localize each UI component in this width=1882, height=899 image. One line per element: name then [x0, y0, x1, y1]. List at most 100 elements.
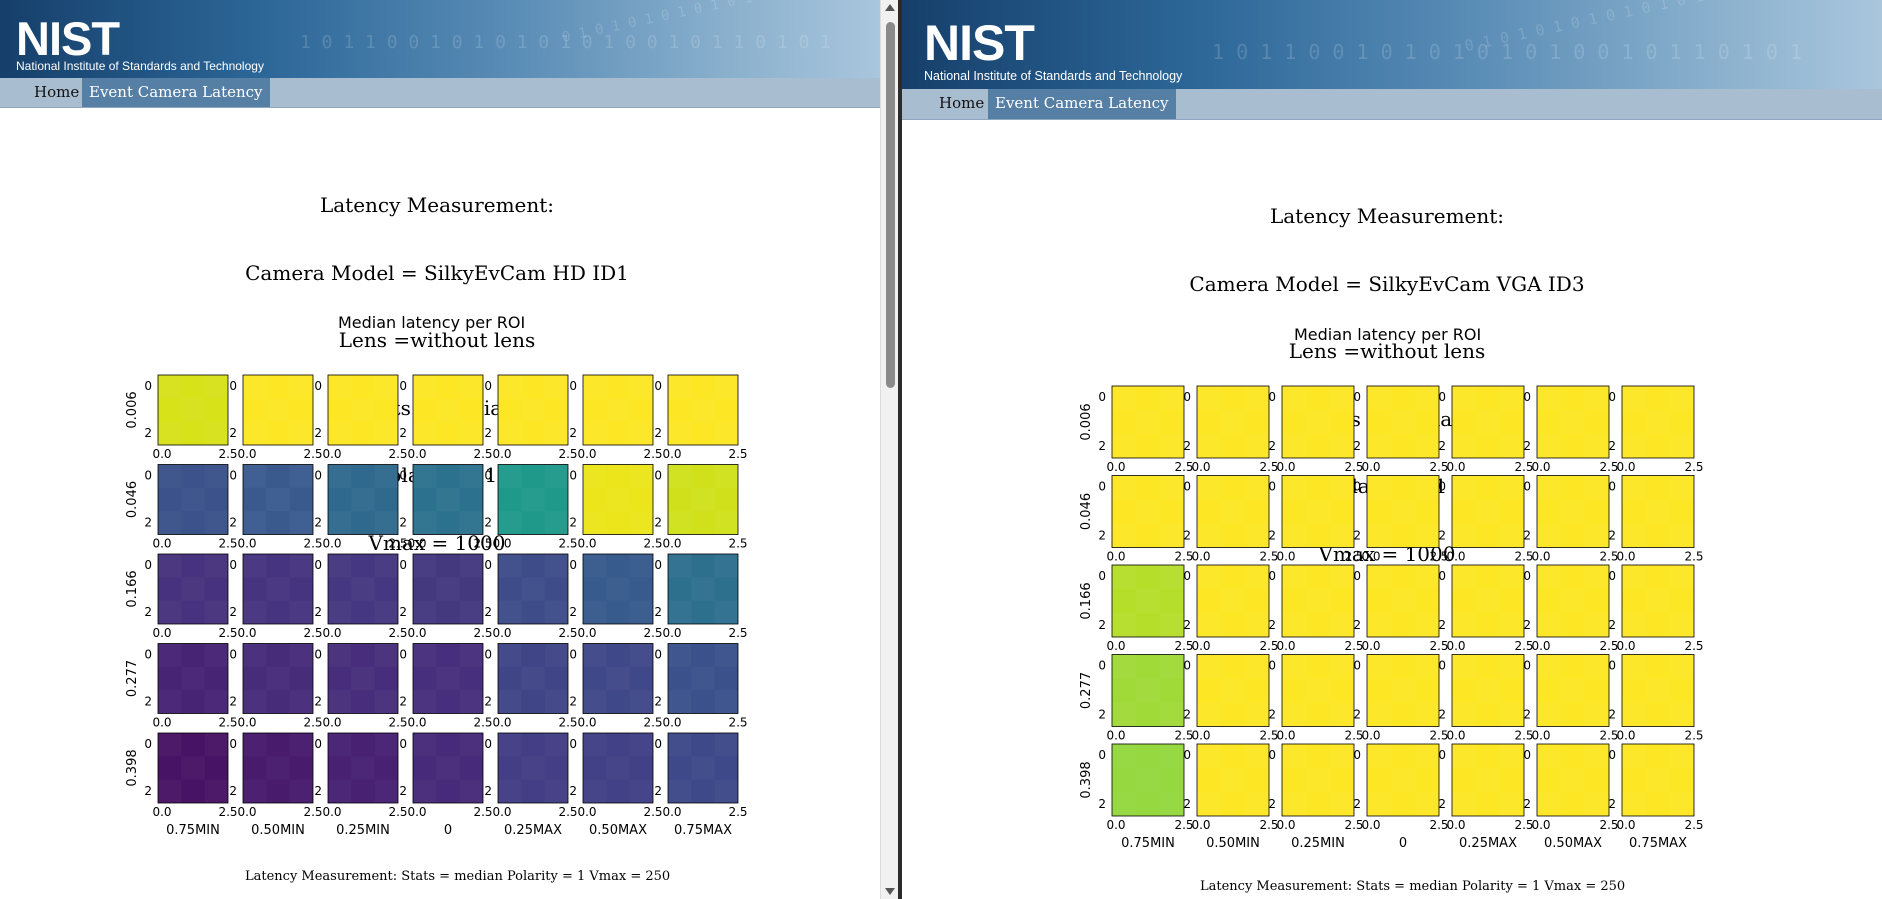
heatmap-pixel [544, 600, 568, 624]
heatmap-pixel [1367, 792, 1391, 816]
x-tick-label: 2.5 [1599, 639, 1618, 653]
y-tick-label: 2 [314, 605, 322, 619]
heatmap-pixel [459, 511, 483, 535]
y-tick-label: 0 [1438, 390, 1446, 404]
heatmap-pixel [1452, 744, 1476, 768]
x-tick-label: 2.5 [473, 537, 492, 551]
heatmap-pixel [1537, 702, 1561, 727]
nist-logo[interactable]: NIST [16, 12, 120, 65]
heatmap-pixel [413, 690, 437, 714]
nist-banner: 1 0 1 1 0 0 1 0 1 0 1 0 1 0 1 0 0 1 0 1 … [902, 0, 1882, 89]
heatmap-pixel [243, 733, 267, 757]
heatmap-pixel [1585, 654, 1609, 679]
nav-event-camera-latency[interactable]: Event Camera Latency [82, 78, 270, 107]
y-tick-label: 0 [569, 558, 577, 572]
y-tick-label: 2 [1268, 529, 1276, 543]
x-tick-label: 0.0 [492, 716, 511, 730]
heatmap-pixel [158, 733, 182, 757]
y-tick-label: 2 [1183, 618, 1191, 632]
heatmap-pixel [1415, 523, 1439, 548]
y-tick-label: 0 [1438, 569, 1446, 583]
cell-frame [1111, 475, 1185, 548]
heatmap-pixel [1585, 702, 1609, 727]
heatmap-pixel [1585, 386, 1609, 410]
heatmap-pixel [1500, 565, 1524, 589]
x-tick-label: 2.5 [218, 626, 237, 640]
x-tick-label: 0.0 [237, 716, 256, 730]
heatmap-pixel [1221, 678, 1245, 703]
heatmap-pixel [1670, 523, 1694, 548]
y-tick-label: 0 [1268, 569, 1276, 583]
column-label: 0 [444, 823, 452, 838]
heatmap-pixel [158, 464, 182, 488]
cell-frame [1621, 654, 1695, 727]
y-tick-label: 0 [144, 648, 152, 662]
column-label: 0.50MAX [589, 823, 647, 838]
title-line: Vmax = 1000 [1318, 541, 1456, 566]
heatmap-pixel [498, 643, 522, 667]
scroll-up-arrow-icon[interactable] [885, 4, 895, 11]
x-tick-label: 2.5 [1429, 818, 1448, 832]
scrollbar-thumb[interactable] [886, 22, 895, 388]
nav-home[interactable]: Home [939, 94, 985, 112]
heatmap-pixel [1245, 792, 1269, 816]
heatmap-pixel [1367, 434, 1391, 458]
y-tick-label: 0 [1353, 569, 1361, 583]
heatmap-pixel [374, 690, 398, 714]
nav-home[interactable]: Home [34, 83, 80, 101]
heatmap-pixel [714, 733, 738, 757]
heatmap-pixel [1282, 792, 1306, 816]
heatmap-pixel [459, 733, 483, 757]
left-scrollbar[interactable] [880, 0, 899, 899]
heatmap-pixel [436, 487, 460, 512]
y-tick-label: 2 [1523, 529, 1531, 543]
heatmap-pixel [1670, 613, 1694, 637]
heatmap-pixel [374, 375, 398, 399]
x-tick-label: 2.5 [303, 805, 322, 819]
split-divider[interactable] [898, 0, 902, 899]
x-tick-label: 2.5 [643, 716, 662, 730]
y-tick-label: 0 [1183, 390, 1191, 404]
x-tick-label: 0.0 [237, 626, 256, 640]
heatmap-pixel [1452, 475, 1476, 500]
y-tick-label: 0 [314, 379, 322, 393]
y-tick-label: 0 [314, 558, 322, 572]
nist-logo[interactable]: NIST [924, 15, 1035, 71]
heatmap-pixel [1282, 523, 1306, 548]
nav-event-camera-latency[interactable]: Event Camera Latency [988, 89, 1176, 119]
heatmap-pixel [544, 733, 568, 757]
row-label: 0.046 [125, 481, 140, 518]
heatmap-pixel [1452, 702, 1476, 727]
x-tick-label: 2.5 [1429, 550, 1448, 564]
heatmap-pixel [459, 375, 483, 399]
x-tick-label: 0.0 [577, 805, 596, 819]
cell-frame [497, 643, 569, 714]
scroll-down-arrow-icon[interactable] [885, 888, 895, 895]
cell-frame [157, 464, 229, 535]
x-tick-label: 0.0 [1191, 729, 1210, 743]
x-tick-label: 2.5 [303, 626, 322, 640]
x-tick-label: 0.0 [237, 447, 256, 461]
y-tick-label: 0 [1183, 659, 1191, 673]
x-tick-label: 0.0 [1361, 818, 1380, 832]
heatmap-pixel [158, 690, 182, 714]
heatmap-pixel [1500, 654, 1524, 679]
heatmap-pixel [583, 511, 607, 535]
y-tick-label: 2 [569, 426, 577, 440]
x-tick-label: 0.0 [1531, 729, 1550, 743]
heatmap-pixel [1245, 565, 1269, 589]
cell-frame [1366, 654, 1440, 727]
heatmap-pixel [1622, 565, 1646, 589]
heatmap-pixel [1221, 499, 1245, 524]
heatmap-pixel [1476, 499, 1500, 524]
heatmap-pixel [181, 756, 205, 780]
heatmap-pixel [413, 643, 437, 667]
x-tick-label: 0.0 [1446, 639, 1465, 653]
heatmap-pixel [521, 756, 545, 780]
y-tick-label: 2 [1608, 708, 1616, 722]
heatmap-pixel [1160, 792, 1184, 816]
x-tick-label: 0.0 [1616, 639, 1635, 653]
x-tick-label: 0.0 [1531, 550, 1550, 564]
y-tick-label: 0 [1523, 659, 1531, 673]
